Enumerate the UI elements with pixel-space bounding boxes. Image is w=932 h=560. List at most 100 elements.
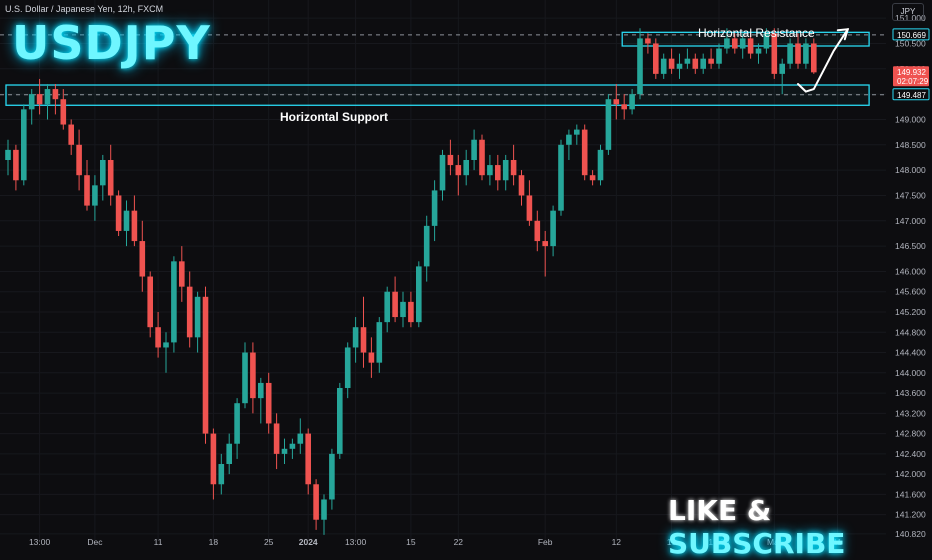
price-label-box [893,66,929,78]
candle-body [100,160,106,186]
candle-body [92,185,98,206]
candle-body [321,499,327,520]
candle-body [376,322,383,363]
price-tick-label: 149.000 [895,114,926,124]
price-tick-label: 148.000 [895,165,926,175]
candle-body [708,58,714,64]
time-tick-label: 22 [454,537,464,547]
candle-body [234,403,240,444]
resistance-label: Horizontal Resistance [698,26,815,40]
candle-body [423,225,430,267]
price-tick-label: 147.000 [895,216,926,226]
candle-body [273,423,280,454]
candle-body [534,220,541,242]
candle-body [653,43,659,74]
candle-body [139,241,146,277]
candle-body [487,165,493,176]
price-tick-label: 150.500 [895,38,926,48]
price-label: 150.669 [897,31,926,40]
price-tick-label: 148.500 [895,140,926,150]
price-tick-label: 143.600 [895,388,926,398]
candle-body [131,210,138,242]
time-tick-label: Mar [767,537,782,547]
candle-body [597,149,604,181]
resistance-zone [621,31,870,47]
candle-body [265,382,272,424]
candle-body [84,175,90,206]
price-label: 02:07:29 [897,77,929,86]
candle-body [186,286,193,338]
candle-body [360,327,367,353]
currency-button[interactable]: JPY [892,3,924,21]
candle-body [258,382,264,399]
projection-arrowhead [836,28,850,41]
candle-body [724,38,730,49]
candle-body [431,190,438,226]
candle-body [518,175,525,196]
candle-body [305,433,311,485]
price-tick-label: 142.400 [895,449,926,459]
time-tick-label: 11 [833,537,842,547]
candle-body [179,261,185,287]
price-tick-label: 142.800 [895,429,926,439]
like-subscribe-banner: LIKE & SUBSCRIBE [668,494,932,560]
candle-body [581,129,588,176]
candle-body [368,352,375,363]
support-zone [5,84,870,106]
candle-body [21,109,27,181]
price-tick-label: 144.400 [895,348,926,358]
candle-body [463,160,469,176]
candle-body [250,352,256,399]
candle-body [107,160,114,196]
candle-body [44,89,51,105]
time-tick-label: 13:00 [345,537,367,547]
candle-body [163,342,169,348]
candle-body [803,43,809,64]
candle-body [542,241,548,247]
price-tick-label: 145.200 [895,307,926,317]
candle-body [289,443,296,449]
time-tick-label: 2024 [299,537,318,547]
candle-body [416,266,422,323]
candle-body [716,48,722,64]
price-label: 149.487 [897,91,926,100]
time-tick-label: Feb [538,537,553,547]
price-tick-label: 141.200 [895,510,926,520]
candle-body [613,99,620,105]
candle-body [226,443,232,464]
candle-body [566,134,572,145]
candle-body [755,48,762,54]
candle-body [526,195,533,221]
cta-like: LIKE & [668,494,772,527]
candle-body [645,38,651,44]
candle-body [637,38,643,95]
projection-arrow-layer [797,28,850,93]
candle-body [400,301,406,318]
candle-body [502,160,509,181]
candle-body [242,352,248,404]
candle-body [732,38,738,49]
candle-body [329,453,335,500]
candle-body [455,165,462,176]
price-tick-label: 140.820 [895,529,926,539]
chart-overlay-title: USDJPY [12,16,211,70]
price-label-box [893,75,929,87]
candle-body [811,43,817,73]
candle-body [668,58,675,69]
candle-body [281,448,288,454]
cta-subscribe: SUBSCRIBE [668,527,846,560]
price-label-box [892,88,930,101]
zones-layer [0,31,886,106]
candle-body [747,38,754,54]
candle-body [115,195,122,231]
candle-body [550,210,556,247]
candle-body [787,43,793,64]
time-axis: 13:00 Dec 11 18 25 2024 13:00 15 22 Feb 12 19 13:00 M… [29,537,842,547]
candle-body [700,58,706,69]
candle-body [574,129,580,135]
candle-body [739,38,746,49]
candle-body [171,261,177,343]
candle-body [684,58,691,64]
price-tick-label: 147.500 [895,190,926,200]
